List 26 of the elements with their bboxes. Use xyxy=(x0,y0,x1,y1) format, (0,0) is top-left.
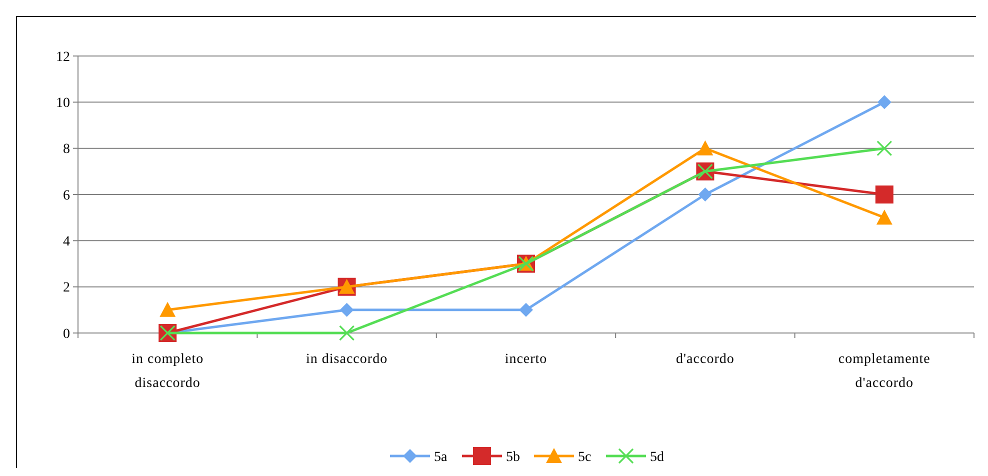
point xyxy=(519,302,533,317)
legend-label: 5d xyxy=(650,450,664,465)
y-tick-label: 4 xyxy=(63,234,70,250)
point xyxy=(160,302,176,317)
point xyxy=(339,325,355,341)
y-tick-label: 0 xyxy=(63,326,70,342)
point xyxy=(340,302,354,317)
y-tick-label: 8 xyxy=(63,142,70,158)
legend-label: 5b xyxy=(506,450,520,465)
point xyxy=(877,95,892,110)
y-tick-label: 12 xyxy=(56,50,70,65)
x-tick-label: in completo disaccordo xyxy=(132,352,204,391)
point xyxy=(876,210,892,225)
x-tick-label: d'accordo xyxy=(676,352,734,367)
point xyxy=(875,186,894,204)
legend-label: 5a xyxy=(434,450,448,465)
y-tick-label: 2 xyxy=(63,280,70,296)
point xyxy=(876,140,892,156)
x-tick-label: in disaccordo xyxy=(306,352,388,367)
legend-label: 5c xyxy=(578,450,592,465)
y-tick-label: 6 xyxy=(63,188,70,204)
point xyxy=(697,140,714,156)
x-tick-label: completamente d'accordo xyxy=(838,352,930,391)
point xyxy=(698,188,712,202)
x-tick-label: incerto xyxy=(504,352,548,367)
y-tick-label: 10 xyxy=(56,96,70,112)
